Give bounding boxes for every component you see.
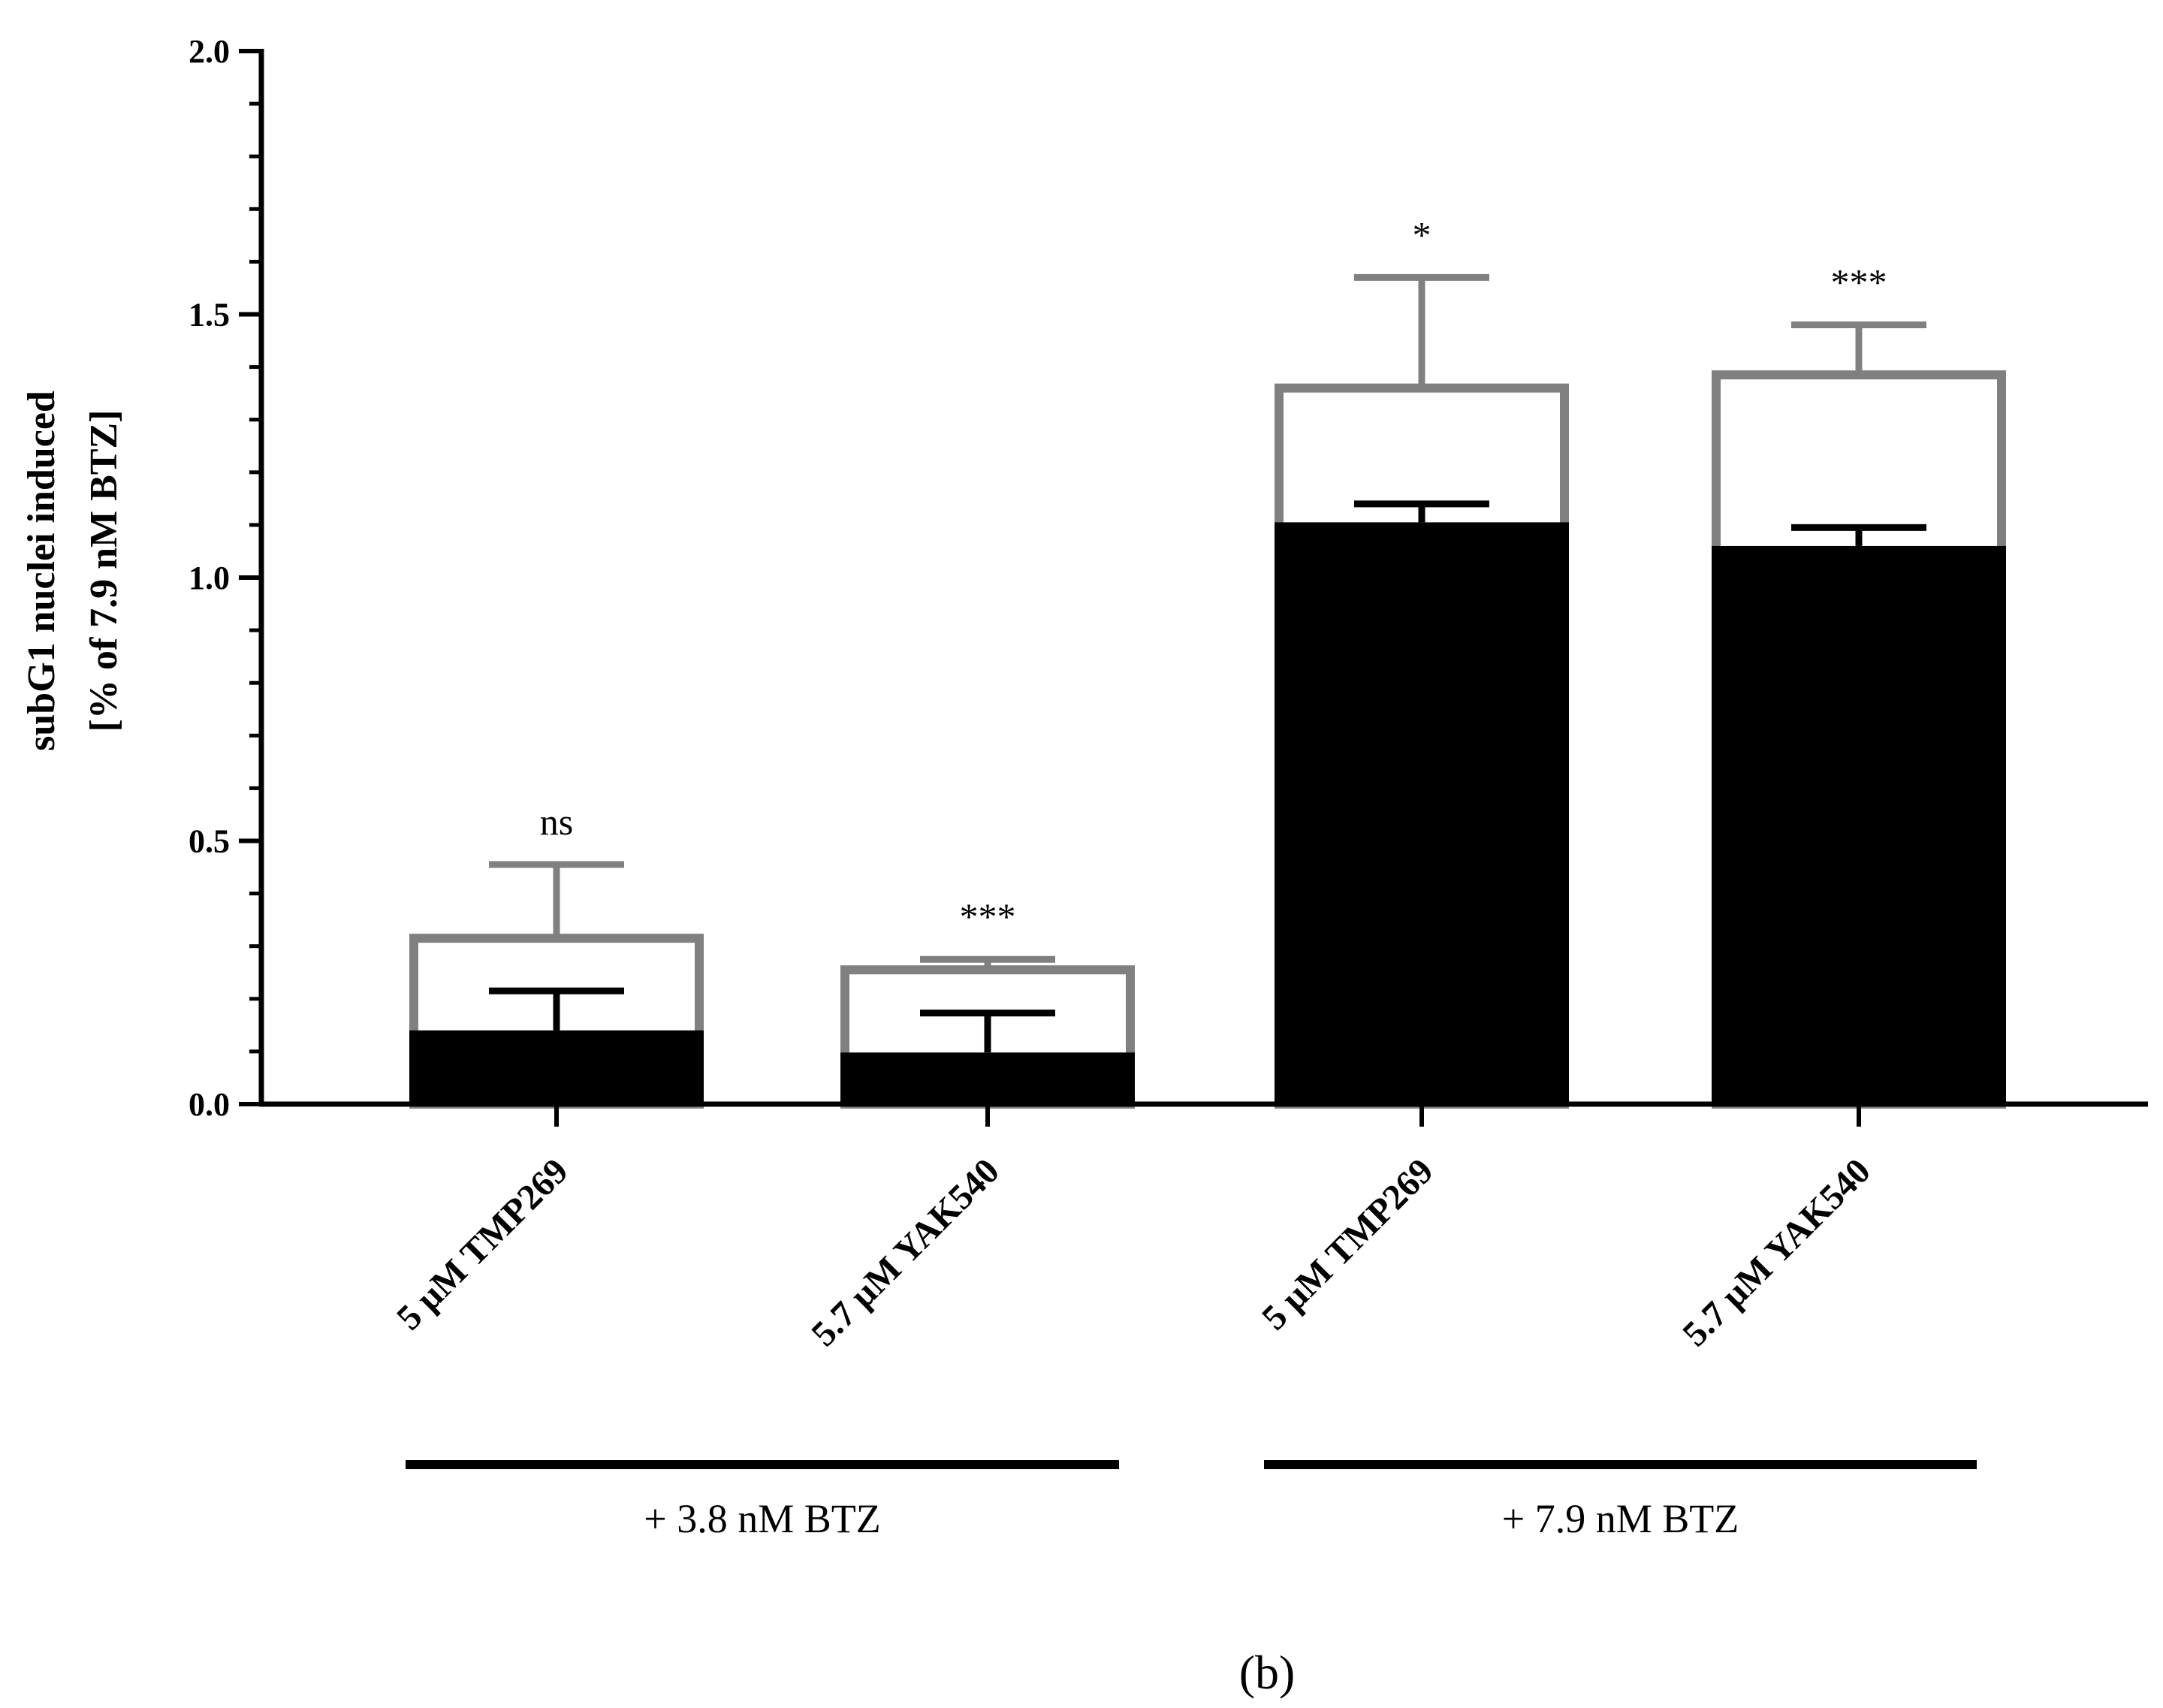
- bars-layer: [409, 273, 2006, 1109]
- significance-label: ***: [960, 895, 1016, 937]
- significance-label: *: [1413, 213, 1431, 255]
- y-tick-label: 1.5: [189, 297, 230, 333]
- category-label: 5 µM TMP269: [389, 1151, 576, 1338]
- significance-label: ns: [540, 801, 573, 843]
- y-tick-label: 0.5: [189, 823, 230, 860]
- filled-bar: [1275, 522, 1569, 1104]
- filled-bar: [1712, 545, 2006, 1104]
- category-label: 5.7 µM YAK540: [804, 1151, 1006, 1353]
- y-axis-label-line2: [% of 7.9 nM BTZ]: [83, 410, 125, 732]
- panel-label: (b): [1239, 1646, 1296, 1699]
- significance-label: ***: [1831, 261, 1887, 303]
- y-tick-label: 2.0: [189, 33, 230, 70]
- y-axis-label-line1: subG1 nuclei induced: [20, 391, 63, 751]
- category-label: 5.7 µM YAK540: [1675, 1151, 1878, 1353]
- group-label: + 3.8 nM BTZ: [644, 1496, 880, 1541]
- group-label: + 7.9 nM BTZ: [1502, 1496, 1739, 1541]
- filled-bar: [840, 1052, 1135, 1104]
- category-label: 5 µM TMP269: [1254, 1151, 1441, 1338]
- labels-layer: ns 5 µM TMP269 *** 5.7 µM YAK540 * 5 µM TMP26…: [20, 33, 1887, 1699]
- y-tick-label: 0.0: [189, 1086, 230, 1123]
- filled-bar: [409, 1030, 704, 1104]
- axes-layer: [239, 49, 2148, 1469]
- y-tick-label: 1.0: [189, 560, 230, 596]
